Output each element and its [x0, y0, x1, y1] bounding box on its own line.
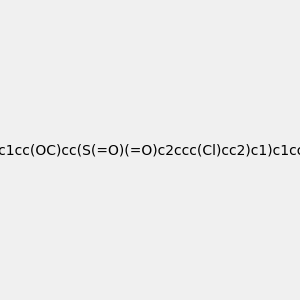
Text: O=C(Nc1cc(OC)cc(S(=O)(=O)c2ccc(Cl)cc2)c1)c1ccccc1Cl: O=C(Nc1cc(OC)cc(S(=O)(=O)c2ccc(Cl)cc2)c1… [0, 143, 300, 157]
